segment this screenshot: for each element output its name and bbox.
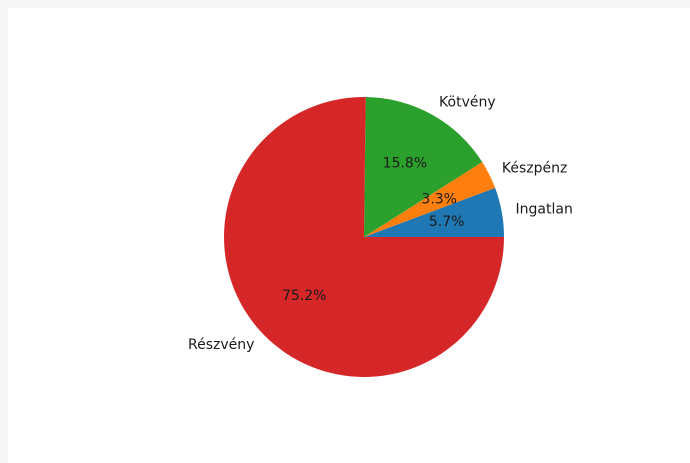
- pie-labels: Ingatlan 5.7% Készpénz 3.3% Kötvény 15.8% Rész…: [188, 95, 573, 354]
- pie-chart: Ingatlan 5.7% Készpénz 3.3% Kötvény 15.8% Rész…: [188, 95, 573, 377]
- chart-figure: Ingatlan 5.7% Készpénz 3.3% Kötvény 15.8% Rész…: [8, 8, 690, 463]
- pie-slice-reszveny: [224, 97, 504, 377]
- slice-percent-ingatlan: 5.7%: [429, 214, 465, 230]
- pie-slice-kotveny: [364, 97, 483, 238]
- pie-slice-keszpenz: [364, 161, 496, 237]
- pie-slice-ingatlan: [364, 187, 504, 237]
- slice-label-reszveny: Részvény: [188, 337, 254, 353]
- slice-label-keszpenz: Készpénz: [502, 160, 567, 176]
- slice-label-kotveny: Kötvény: [439, 95, 496, 111]
- slice-label-ingatlan: Ingatlan: [516, 202, 573, 218]
- pie-slices: [224, 97, 504, 377]
- slice-percent-reszveny: 75.2%: [282, 288, 326, 304]
- slice-percent-keszpenz: 3.3%: [421, 192, 457, 208]
- slice-percent-kotveny: 15.8%: [383, 156, 427, 172]
